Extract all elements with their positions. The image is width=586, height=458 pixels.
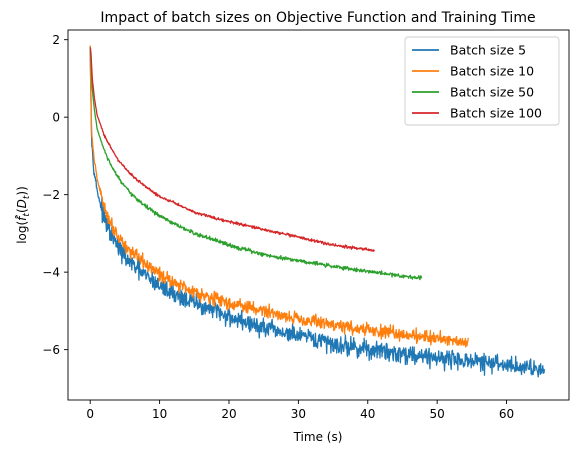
series-line-batch-5	[89, 50, 546, 378]
series-layer	[89, 45, 546, 378]
x-tick-label: 30	[291, 407, 306, 421]
chart-title: Impact of batch sizes on Objective Funct…	[100, 10, 535, 26]
x-tick-label: 60	[499, 407, 514, 421]
series-line-batch-50	[89, 47, 423, 281]
legend-items: Batch size 5 Batch size 10 Batch size 50 Ba…	[412, 43, 542, 121]
x-tick-label: 50	[430, 407, 445, 421]
y-tick-label: 2	[52, 33, 60, 47]
plot-area	[89, 45, 546, 378]
y-axis-label: log(f̂t(Dt))	[15, 186, 32, 244]
x-tick-label: 10	[152, 407, 167, 421]
y-axis-ticks: 2 0 −2 −4 −6	[42, 33, 68, 357]
x-tick-label: 0	[86, 407, 94, 421]
legend-label: Batch size 100	[450, 106, 542, 121]
series-line-batch-100	[89, 47, 376, 252]
legend: Batch size 5 Batch size 10 Batch size 50 Ba…	[404, 36, 560, 126]
x-tick-label: 40	[360, 407, 375, 421]
y-tick-label: −4	[42, 266, 60, 280]
legend-box	[404, 36, 560, 126]
legend-label: Batch size 5	[450, 43, 526, 58]
x-axis-ticks: 0 10 20 30 40 50 60	[86, 400, 514, 421]
y-tick-label: −6	[42, 343, 60, 357]
x-axis-label: Time (s)	[293, 430, 343, 444]
y-tick-label: 0	[52, 111, 60, 125]
y-tick-label: −2	[42, 188, 60, 202]
series-line-batch-10	[89, 45, 469, 348]
x-tick-label: 20	[221, 407, 236, 421]
legend-label: Batch size 10	[450, 64, 534, 79]
legend-label: Batch size 50	[450, 85, 534, 100]
plot-frame	[67, 29, 570, 401]
